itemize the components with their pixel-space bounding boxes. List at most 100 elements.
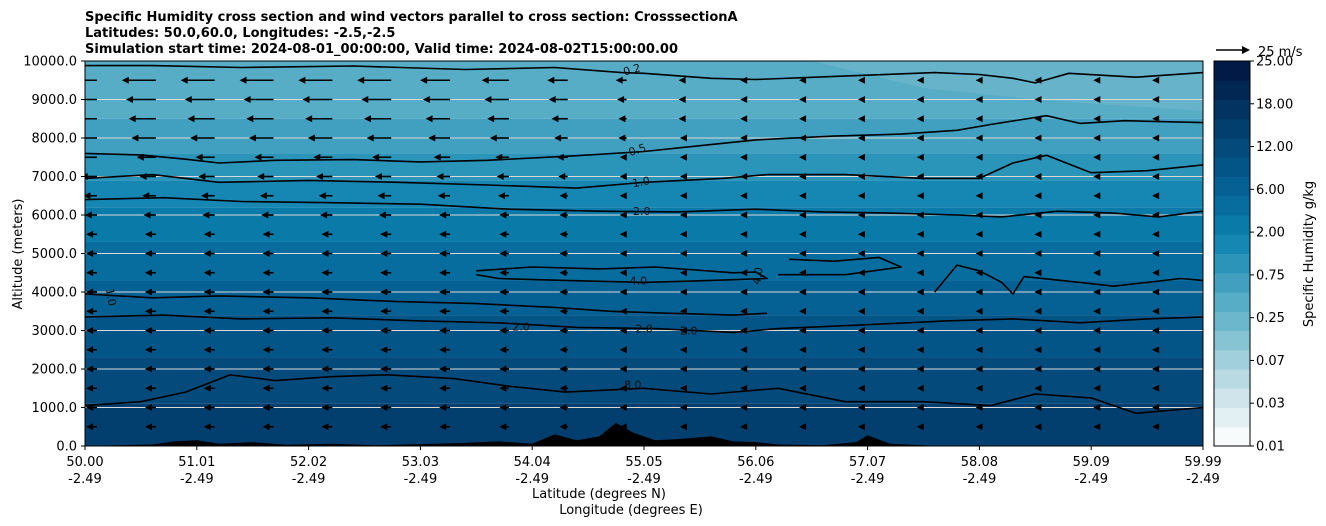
wind-vector <box>740 173 748 180</box>
wind-vector-head <box>857 346 865 354</box>
wind-vector <box>1152 153 1160 161</box>
wind-vector-head <box>86 365 94 373</box>
wind-vector-head <box>85 173 88 180</box>
x-tick-label-lon: -2.49 <box>627 472 661 487</box>
contour-label-9: 2.0 <box>680 324 698 337</box>
wind-vector <box>262 327 274 334</box>
wind-vector <box>302 96 333 103</box>
wind-vector-head <box>1093 327 1101 334</box>
wind-vector <box>799 211 807 219</box>
wind-vector <box>740 192 748 200</box>
wind-vector <box>679 230 687 238</box>
wind-vector-head <box>799 173 807 180</box>
wind-vector-head <box>380 346 388 354</box>
wind-vector <box>975 230 983 238</box>
wind-vector-head <box>1152 346 1160 354</box>
wind-vector-head <box>86 404 94 411</box>
wind-vector <box>1152 423 1160 431</box>
wind-vector <box>678 115 686 123</box>
wind-vector-head <box>1034 384 1042 392</box>
wind-vector <box>916 346 924 354</box>
wind-vector <box>1152 365 1160 373</box>
wind-vector-head <box>1093 288 1101 296</box>
wind-vector-head <box>487 115 495 123</box>
wind-vector <box>321 288 333 296</box>
wind-vector-head <box>305 115 313 123</box>
wind-vector <box>499 423 509 431</box>
wind-vector-head <box>559 269 567 277</box>
wind-vector <box>619 365 627 373</box>
wind-vector-head <box>203 288 211 296</box>
wind-vector-head <box>361 96 369 103</box>
wind-vector <box>678 76 686 84</box>
wind-vector <box>916 76 924 84</box>
colorbar-segment <box>1214 426 1250 447</box>
wind-vector <box>916 288 924 296</box>
contour-line-6 <box>934 264 1203 295</box>
wind-vector <box>975 192 983 200</box>
wind-vector <box>799 269 807 277</box>
wind-vector-head <box>1034 96 1042 103</box>
humidity-band-4 <box>85 241 1203 281</box>
wind-vector-head <box>366 134 374 142</box>
wind-vector <box>679 153 687 161</box>
wind-vector <box>499 211 509 219</box>
chart-title: Specific Humidity cross section and wind… <box>85 10 738 57</box>
wind-vector-head <box>916 192 924 200</box>
wind-vector <box>439 404 451 411</box>
wind-vector-head <box>916 96 924 103</box>
wind-vector <box>559 346 568 354</box>
wind-vector <box>857 327 865 334</box>
wind-vector <box>619 211 627 219</box>
x-tick-label-lat: 53.03 <box>402 455 439 470</box>
wind-vector <box>799 173 807 180</box>
wind-vector-head <box>1152 76 1160 84</box>
wind-vector <box>679 269 687 277</box>
wind-vector <box>86 230 97 238</box>
wind-vector <box>916 230 924 238</box>
colorbar-tick-label: 18.00 <box>1256 97 1293 112</box>
wind-vector <box>86 269 97 277</box>
wind-vector <box>857 96 865 103</box>
y-tick-label: 9000.0 <box>32 93 78 108</box>
wind-vector-head <box>144 423 152 431</box>
wind-vector-head <box>1093 230 1101 238</box>
contour-label-1: 0.5 <box>627 141 648 159</box>
wind-vector-head <box>121 76 129 84</box>
wind-vector-head <box>559 250 567 257</box>
wind-vector-head <box>975 346 983 354</box>
wind-vector <box>916 134 924 142</box>
wind-vector-head <box>679 153 687 161</box>
wind-vector-head <box>1093 134 1101 142</box>
wind-vector <box>144 307 156 315</box>
wind-vector-head <box>799 404 807 411</box>
wind-vector-head <box>799 153 807 161</box>
wind-vector <box>184 96 215 103</box>
wind-vector-head <box>619 327 627 334</box>
wind-vector <box>203 384 215 392</box>
wind-vector <box>619 288 627 296</box>
wind-vector <box>144 346 156 354</box>
wind-vector-head <box>975 115 983 123</box>
wind-vector-head <box>618 115 626 123</box>
x-tick-label-lon: -2.49 <box>963 472 997 487</box>
wind-vector <box>679 211 687 219</box>
wind-vector-head <box>262 230 270 238</box>
x-tick-label-lon: -2.49 <box>851 472 885 487</box>
wind-vector <box>916 250 924 257</box>
wind-vector-head <box>439 269 447 277</box>
wind-vector-head <box>321 250 329 257</box>
wind-vector-head <box>1093 96 1101 103</box>
wind-vector-head <box>619 288 627 296</box>
wind-vector-head <box>380 269 388 277</box>
wind-vector-head <box>916 269 924 277</box>
wind-vector-head <box>439 423 447 431</box>
wind-vector-head <box>439 384 447 392</box>
colorbar-tick-label: 6.00 <box>1256 183 1285 198</box>
wind-vector-head <box>916 211 924 219</box>
wind-vector-head <box>144 250 152 257</box>
wind-vector-head <box>551 115 559 123</box>
wind-vector-head <box>559 365 567 373</box>
wind-vector <box>559 384 568 392</box>
wind-vector <box>203 250 215 257</box>
